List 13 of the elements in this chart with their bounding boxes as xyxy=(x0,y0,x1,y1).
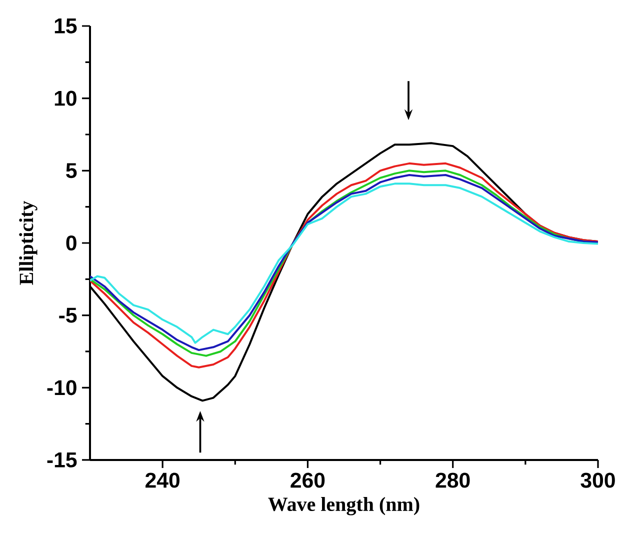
y-tick-label: -10 xyxy=(47,380,76,396)
x-tick-label: 240 xyxy=(146,472,180,488)
y-tick-label: 5 xyxy=(66,163,77,178)
y-tick-label: 0 xyxy=(66,235,76,251)
x-axis-title: Wave length (nm) xyxy=(268,497,420,516)
y-tick-label: 10 xyxy=(54,90,76,106)
x-tick-label: 280 xyxy=(436,472,470,488)
x-tick-label: 260 xyxy=(290,472,325,488)
y-tick-label: 15 xyxy=(54,18,77,34)
y-tick-label: -5 xyxy=(59,308,77,323)
y-tick-label: -15 xyxy=(47,452,77,468)
y-axis-title: Ellipticity xyxy=(19,200,38,285)
x-tick-label: 300 xyxy=(580,472,615,488)
